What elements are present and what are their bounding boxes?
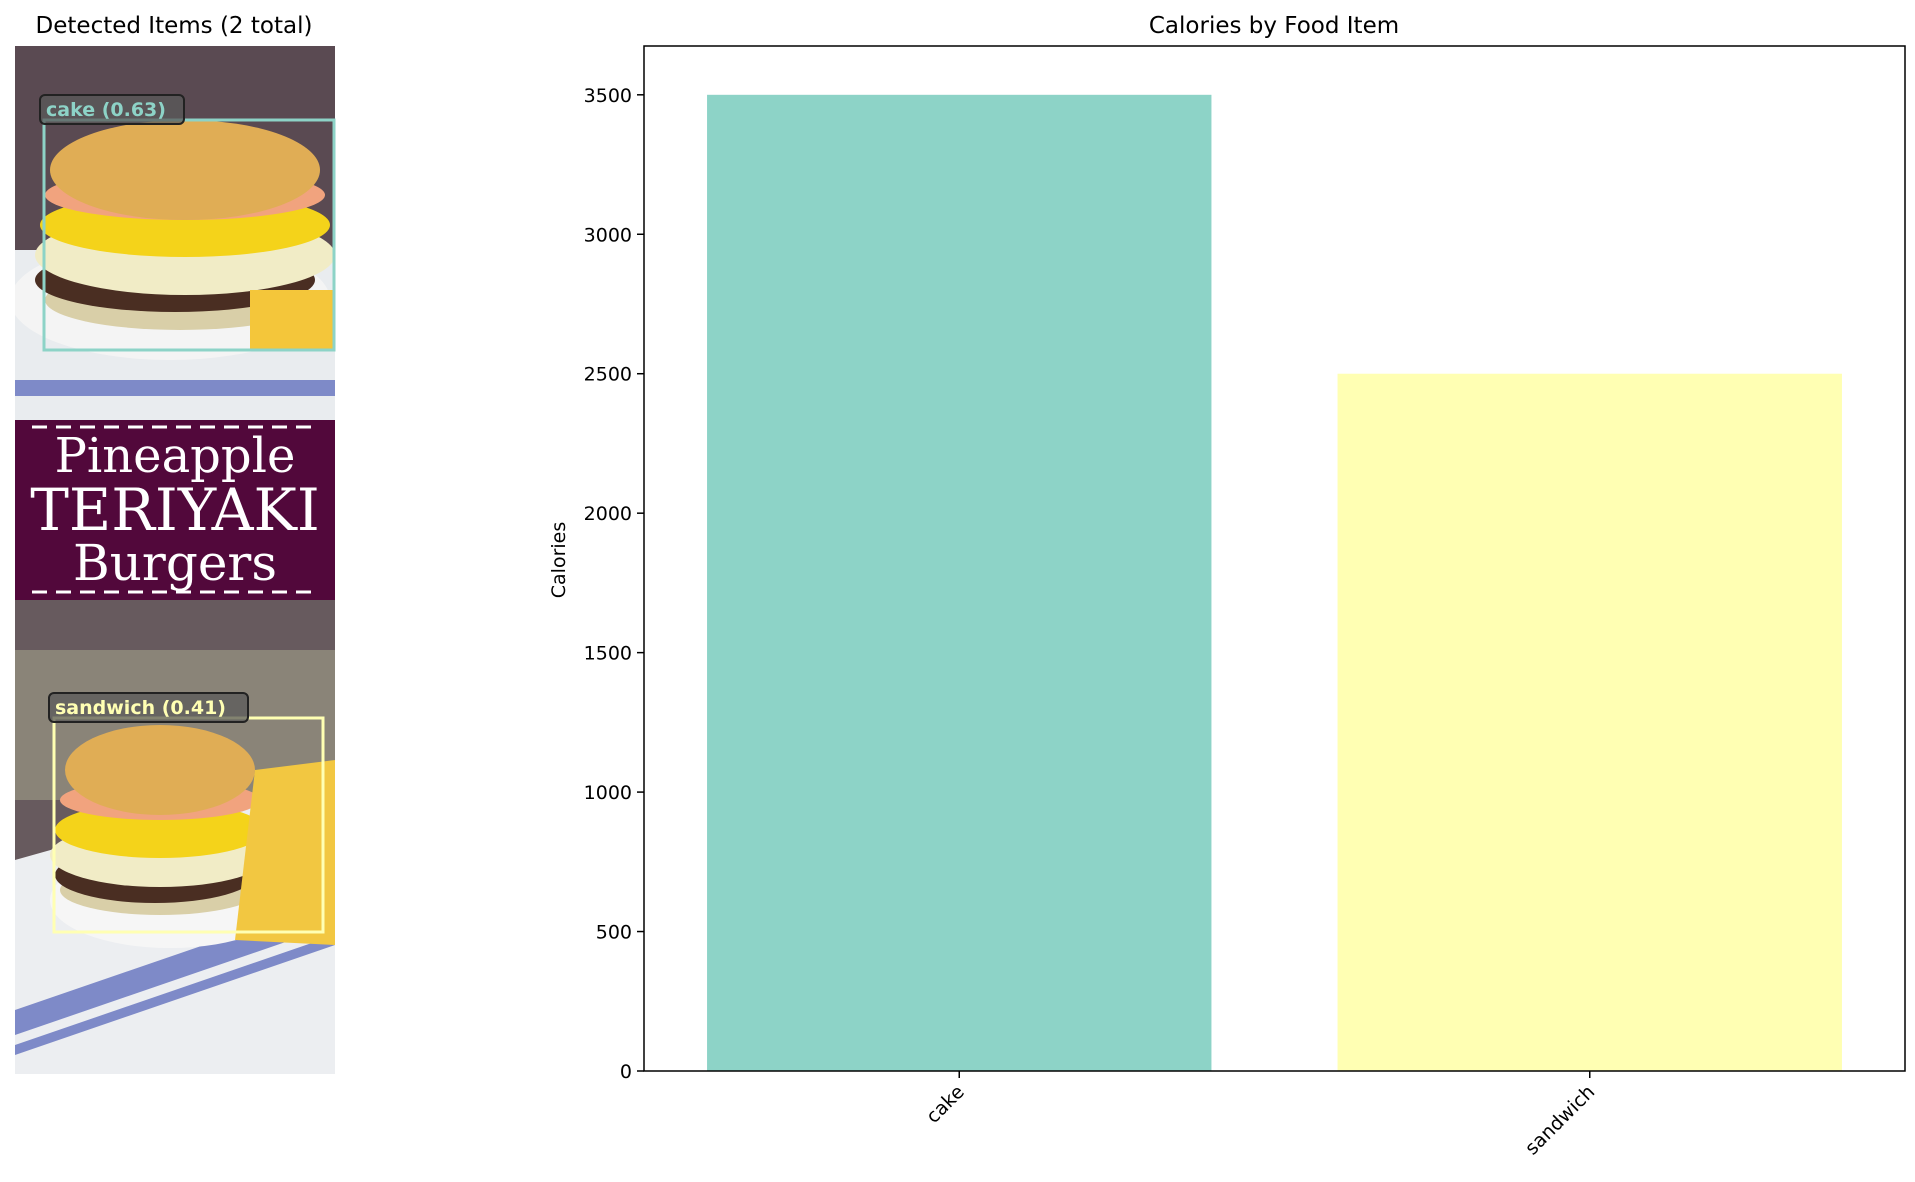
y-tick-label: 2000 [584, 503, 632, 525]
plot-frame [643, 45, 1906, 1072]
y-tick-label: 3500 [584, 85, 632, 107]
y-axis-label: Calories [548, 522, 570, 599]
detection-label-bg-cake [39, 94, 185, 125]
y-tick-label: 500 [596, 922, 632, 944]
y-tick-label: 1000 [584, 782, 632, 804]
y-tick-label: 2500 [584, 364, 632, 386]
image-panel-title: Detected Items (2 total) [36, 13, 313, 39]
detection-label-cake: cake (0.63) [46, 99, 166, 121]
y-tick-label: 1500 [584, 643, 632, 665]
detection-label-sandwich: sandwich (0.41) [55, 697, 226, 719]
bar-sandwich [1337, 373, 1842, 1072]
banner-text-line-3: Burgers [73, 534, 277, 592]
detection-box-cake [42, 118, 336, 352]
plot-area: 0 500 1000 1500 2000 2500 3000 3500 cake sandwic… [584, 45, 1906, 1159]
bar-cake [707, 94, 1212, 1072]
x-tick-label: cake [922, 1081, 969, 1128]
y-tick-label: 3000 [584, 224, 632, 246]
banner-text-line-1: Pineapple [55, 428, 296, 484]
food-photo: Pineapple TERIYAKI Burgers cake (0.63) s… [15, 46, 336, 1074]
y-tick-label: 0 [620, 1061, 632, 1083]
x-tick-label: sandwich [1521, 1081, 1599, 1159]
banner-text-line-2: TERIYAKI [30, 476, 320, 544]
chart-title: Calories by Food Item [1149, 13, 1399, 39]
detection-label-bg-sandwich [48, 692, 249, 723]
